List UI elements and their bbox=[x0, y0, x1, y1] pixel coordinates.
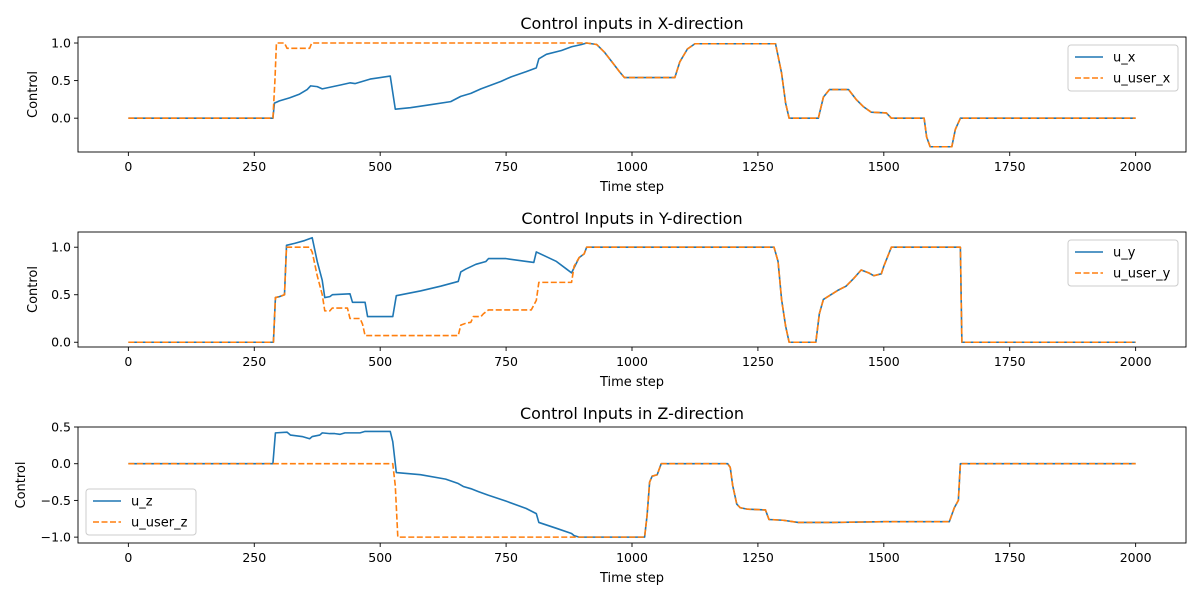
legend-label: u_x bbox=[1113, 51, 1136, 66]
series-line-u_x bbox=[128, 42, 1136, 148]
x-tick-label: 1250 bbox=[742, 354, 774, 369]
chart-title: Control inputs in X-direction bbox=[520, 14, 743, 33]
series-line-u_user_x bbox=[128, 42, 1136, 148]
x-tick-label: 750 bbox=[494, 550, 518, 565]
legend: u_x u_user_x bbox=[1067, 44, 1179, 92]
chart-title: Control Inputs in Z-direction bbox=[520, 404, 744, 423]
x-tick-label: 750 bbox=[494, 159, 518, 174]
x-tick-label: 2000 bbox=[1120, 159, 1152, 174]
plot-frame bbox=[77, 231, 1187, 348]
legend-label: u_user_y bbox=[1113, 267, 1171, 282]
y-tick-label: 1.0 bbox=[51, 240, 71, 255]
x-tick-label: 0 bbox=[124, 354, 132, 369]
series-line-u_y bbox=[128, 236, 1136, 344]
series-line-u_user_y bbox=[128, 246, 1136, 344]
y-tick-label: 0.0 bbox=[51, 111, 71, 126]
y-tick-label: −0.5 bbox=[41, 493, 71, 508]
legend: u_y u_user_y bbox=[1067, 239, 1179, 287]
x-tick-label: 250 bbox=[242, 550, 266, 565]
legend-label: u_user_x bbox=[1113, 72, 1171, 87]
legend-label: u_y bbox=[1113, 246, 1136, 261]
x-tick-label: 1250 bbox=[742, 159, 774, 174]
x-tick-label: 500 bbox=[368, 354, 392, 369]
x-tick-label: 500 bbox=[368, 159, 392, 174]
y-tick-label: 0.5 bbox=[51, 73, 71, 88]
x-tick-label: 1750 bbox=[994, 159, 1026, 174]
y-tick-label: 0.5 bbox=[51, 420, 71, 435]
y-axis-label: Control bbox=[26, 71, 41, 118]
chart-1: Control inputs in X-direction 0 250 500 750 1… bbox=[26, 14, 1187, 195]
x-tick-label: 1750 bbox=[994, 550, 1026, 565]
plot-frame bbox=[77, 36, 1187, 153]
x-tick-label: 2000 bbox=[1120, 550, 1152, 565]
x-axis-label: Time step bbox=[599, 180, 664, 195]
y-axis-label: Control bbox=[26, 266, 41, 313]
x-tick-label: 1500 bbox=[868, 354, 900, 369]
x-tick-label: 2000 bbox=[1120, 354, 1152, 369]
chart-title: Control Inputs in Y-direction bbox=[521, 209, 742, 228]
series-line-u_z bbox=[128, 430, 1136, 538]
y-tick-label: 0.0 bbox=[51, 456, 71, 471]
x-tick-label: 1250 bbox=[742, 550, 774, 565]
legend: u_z u_user_z bbox=[85, 488, 197, 536]
y-tick-label: 0.0 bbox=[51, 335, 71, 350]
x-tick-label: 1000 bbox=[616, 159, 648, 174]
plot-frame bbox=[77, 426, 1187, 544]
x-tick-label: 1500 bbox=[868, 550, 900, 565]
x-tick-label: 250 bbox=[242, 159, 266, 174]
x-tick-label: 500 bbox=[368, 550, 392, 565]
y-axis-label: Control bbox=[14, 462, 29, 509]
chart-3: Control Inputs in Z-direction 0 250 500 750 1… bbox=[14, 404, 1187, 586]
x-tick-label: 250 bbox=[242, 354, 266, 369]
y-tick-label: −1.0 bbox=[41, 530, 71, 545]
x-axis-label: Time step bbox=[599, 571, 664, 586]
chart-2: Control Inputs in Y-direction 0 250 500 750 1… bbox=[26, 209, 1187, 390]
y-tick-label: 0.5 bbox=[51, 287, 71, 302]
legend-label: u_user_z bbox=[131, 516, 188, 531]
x-tick-label: 1500 bbox=[868, 159, 900, 174]
x-tick-label: 1750 bbox=[994, 354, 1026, 369]
x-tick-label: 0 bbox=[124, 159, 132, 174]
y-tick-label: 1.0 bbox=[51, 36, 71, 51]
x-axis-label: Time step bbox=[599, 375, 664, 390]
legend-label: u_z bbox=[131, 495, 153, 510]
x-tick-label: 0 bbox=[124, 550, 132, 565]
x-tick-label: 1000 bbox=[616, 550, 648, 565]
series-line-u_user_z bbox=[128, 462, 1136, 538]
x-tick-label: 1000 bbox=[616, 354, 648, 369]
x-tick-label: 750 bbox=[494, 354, 518, 369]
